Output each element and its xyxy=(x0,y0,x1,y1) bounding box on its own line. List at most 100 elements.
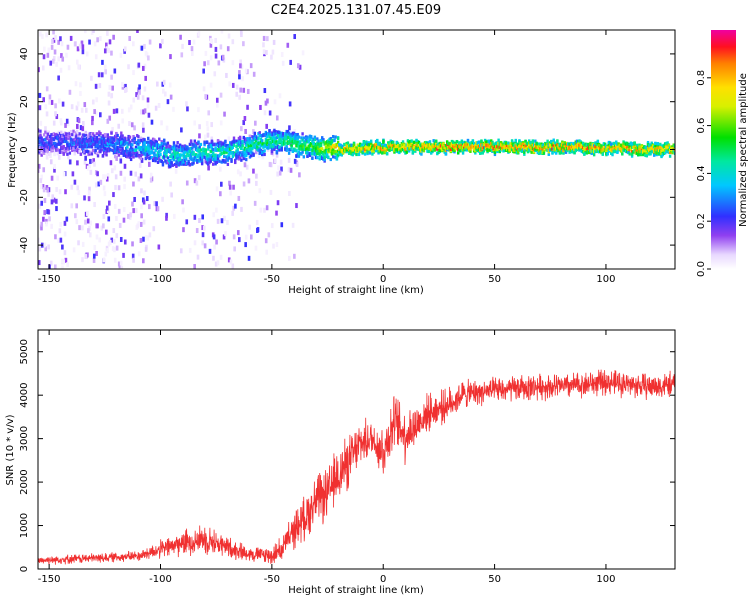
spectrogram-cell xyxy=(174,146,177,150)
spectrogram-cell xyxy=(81,241,85,247)
spectrogram-cell xyxy=(165,149,168,153)
spectrogram-cell xyxy=(425,140,428,145)
spectrogram-cell xyxy=(69,143,73,147)
spectrogram-cell xyxy=(121,134,124,138)
spectrogram-cell xyxy=(123,142,127,146)
spectrogram-cell xyxy=(121,118,125,124)
spectrogram-cell xyxy=(258,188,262,194)
spectrogram-cell xyxy=(390,146,394,150)
spectrogram-cell xyxy=(191,162,194,166)
spectrogram-cell xyxy=(513,146,516,150)
spectrogram-cell xyxy=(45,32,48,38)
spectrogram-cell xyxy=(128,155,132,159)
spectrogram-cell xyxy=(624,145,628,149)
spectrogram-cell xyxy=(154,142,157,147)
spectrogram-cell xyxy=(432,139,435,143)
spectrogram-cell xyxy=(99,112,102,118)
spectrogram-cell xyxy=(207,147,210,151)
spectrogram-cell xyxy=(191,150,194,154)
spectrogram-cell xyxy=(95,251,98,257)
spectrogram-cell xyxy=(219,141,222,145)
spectrogram-cell xyxy=(404,151,407,155)
spectrogram-cell xyxy=(143,108,147,114)
spectrogram-cell xyxy=(164,146,167,151)
spectrogram-cell xyxy=(660,151,663,156)
spectrogram-cell xyxy=(205,155,209,159)
spectrogram-cell xyxy=(602,142,606,146)
spectrogram-cell xyxy=(89,169,93,175)
spectrogram-cell xyxy=(232,136,236,140)
spectrogram-cell xyxy=(181,199,184,205)
spectrogram-cell xyxy=(104,132,107,137)
spectrogram-cell xyxy=(165,212,168,218)
spectrogram-cell xyxy=(365,142,368,146)
spectrogram-cell xyxy=(252,142,255,146)
spectrogram-cell xyxy=(257,153,261,159)
spectrogram-cell xyxy=(237,237,241,243)
spectrogram-cell xyxy=(490,139,493,143)
spectrogram-cell xyxy=(244,68,248,74)
spectrogram-cell xyxy=(66,141,69,145)
spectrogram-cell xyxy=(169,181,172,187)
spectrogram-cell xyxy=(130,122,134,128)
spectrogram-cell xyxy=(280,143,283,147)
spectrogram-cell xyxy=(247,255,251,261)
spectrogram-cell xyxy=(49,141,52,145)
spectrogram-cell xyxy=(172,141,176,145)
spectrogram-cell xyxy=(75,105,79,111)
spectrogram-cell xyxy=(169,54,172,60)
spectrogram-cell xyxy=(231,210,234,216)
spectrogram-cell xyxy=(279,159,283,165)
spectrogram-cell xyxy=(39,178,43,184)
spectrogram-cell xyxy=(662,145,666,149)
spectrogram-cell xyxy=(251,147,254,151)
spectrogram-cell xyxy=(64,137,68,141)
spectrogram-cell xyxy=(84,141,87,145)
spectrogram-cell xyxy=(127,107,131,113)
spectrogram-cell xyxy=(214,157,217,161)
spectrogram-cell xyxy=(427,143,430,148)
spectrogram-cell xyxy=(537,149,541,153)
spectrogram-cell xyxy=(248,146,252,151)
spectrogram-cell xyxy=(131,201,134,207)
spectrogram-cell xyxy=(374,141,378,145)
spectrogram-cell xyxy=(296,143,299,147)
spectrogram-cell xyxy=(59,36,62,42)
spectrogram-cell xyxy=(651,144,655,148)
spectrogram-cell xyxy=(212,255,215,261)
spectrogram-cell xyxy=(578,139,581,143)
spectrogram-cell xyxy=(334,145,337,149)
spectrogram-cell xyxy=(55,144,58,148)
spectrogram-cell xyxy=(53,164,56,170)
spectrogram-cell xyxy=(147,147,150,151)
spectrogram-cell xyxy=(113,165,117,171)
spectrogram-cell xyxy=(334,149,337,154)
spectrogram-cell xyxy=(229,143,232,147)
spectrogram-cell xyxy=(307,140,310,144)
spectrogram-cell xyxy=(564,145,568,149)
spectrogram-cell xyxy=(193,214,197,220)
spectrogram-cell xyxy=(504,145,508,149)
spectrogram-cell xyxy=(269,132,272,136)
spectrogram-cell xyxy=(128,140,132,144)
spectrogram-cell xyxy=(69,137,73,141)
spectrogram-cell xyxy=(164,152,167,156)
spectrogram-cell xyxy=(226,158,230,162)
spectrogram-cell xyxy=(249,154,253,158)
spectrogram-cell xyxy=(180,127,183,133)
spectrogram-cell xyxy=(575,148,579,152)
spectrogram-cell xyxy=(84,149,87,154)
spectrogram-cell xyxy=(232,151,236,155)
spectrogram-cell xyxy=(481,143,484,147)
spectrogram-cell xyxy=(617,148,620,152)
spectrogram-cell xyxy=(289,133,292,137)
spectrogram-cell xyxy=(284,141,287,145)
spectrogram-cell xyxy=(545,148,548,152)
spectrogram-cell xyxy=(272,139,275,144)
snr-series-line xyxy=(38,369,675,565)
spectrogram-cell xyxy=(286,141,290,146)
spectrogram-cell xyxy=(132,257,135,263)
spectrogram-cell xyxy=(324,145,328,149)
spectrogram-cell xyxy=(396,142,400,146)
spectrogram-cell xyxy=(181,43,184,49)
